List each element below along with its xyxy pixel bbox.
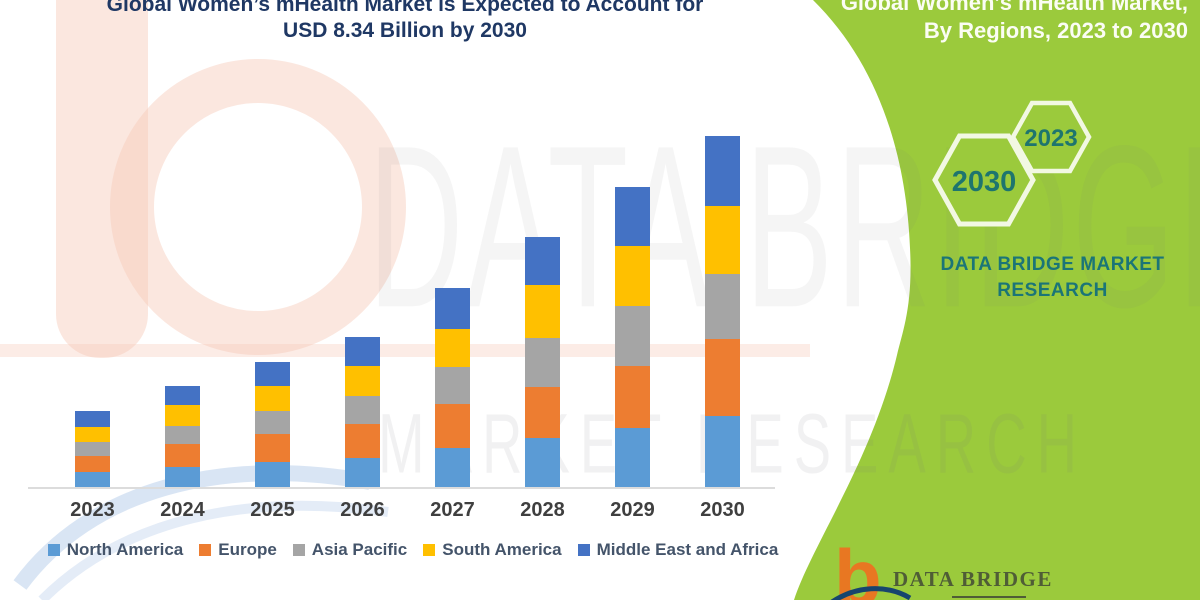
bar-segment-middle-east-and-africa-2025 <box>255 361 290 386</box>
hexagon-2030-label: 2030 <box>952 166 1017 198</box>
x-tick-2028: 2028 <box>520 499 565 521</box>
legend-item-europe: Europe <box>199 540 277 560</box>
legend-swatch-asia-pacific <box>292 544 305 556</box>
watermark-blue-arc-2 <box>38 500 389 600</box>
hexagon-2023 <box>1010 100 1092 174</box>
x-tick-2029: 2029 <box>610 499 655 521</box>
legend-item-north-america: North America <box>47 540 184 560</box>
footer-logo-swoosh-icon <box>830 586 912 600</box>
panel-title-line2: By Regions, 2023 to 2030 <box>923 18 1188 43</box>
bar-segment-europe-2029 <box>615 366 650 429</box>
legend-label-north-america: North America <box>66 540 184 559</box>
bar-segment-north-america-2025 <box>255 462 290 487</box>
bar-segment-south-america-2028 <box>525 285 560 339</box>
bar-segment-europe-2030 <box>705 338 740 416</box>
legend-label-europe: Europe <box>218 540 277 559</box>
bar-segment-europe-2026 <box>345 424 380 458</box>
bar-segment-south-america-2025 <box>255 385 290 411</box>
bar-segment-north-america-2030 <box>705 415 740 487</box>
footer-logo-subbrand: MARKET RESEARCH <box>894 597 1112 600</box>
bar-segment-south-america-2026 <box>345 366 380 397</box>
x-tick-2030: 2030 <box>700 499 745 521</box>
bar-segment-europe-2023 <box>75 455 110 472</box>
bar-segment-europe-2028 <box>525 387 560 439</box>
x-tick-2026: 2026 <box>340 499 385 521</box>
bar-segment-middle-east-and-africa-2023 <box>75 410 110 427</box>
panel-title: Global Women’s mHealth Market, By Region… <box>758 0 1188 45</box>
bar-segment-asia-pacific-2026 <box>345 396 380 425</box>
chart-legend: North America Europe Asia Pacific South Ame… <box>38 539 788 561</box>
footer-logo-brand: DATA BRIDGE <box>893 567 1053 591</box>
bar-segment-south-america-2024 <box>165 405 200 426</box>
bar-segment-asia-pacific-2027 <box>435 366 470 404</box>
brand-text-line1: DATA BRIDGE MARKET <box>940 254 1165 275</box>
panel-title-line1: Global Women’s mHealth Market, <box>840 0 1188 15</box>
watermark-b-bowl <box>110 59 406 355</box>
watermark-b-stem <box>56 0 148 358</box>
footer-logo-underline <box>952 596 1026 598</box>
bar-segment-middle-east-and-africa-2029 <box>615 186 650 246</box>
legend-item-south-america: South America <box>423 540 562 560</box>
bar-segment-asia-pacific-2029 <box>615 305 650 367</box>
legend-swatch-north-america <box>47 544 60 556</box>
x-tick-2027: 2027 <box>430 499 475 521</box>
brand-text: DATA BRIDGE MARKET RESEARCH <box>935 252 1170 304</box>
legend-item-asia-pacific: Asia Pacific <box>292 540 408 560</box>
legend-label-south-america: South America <box>442 540 562 559</box>
bar-segment-asia-pacific-2025 <box>255 410 290 434</box>
bar-segment-north-america-2024 <box>165 466 200 487</box>
bar-segment-asia-pacific-2030 <box>705 273 740 339</box>
legend-swatch-south-america <box>423 544 436 556</box>
legend-label-middle-east-and-africa: Middle East and Africa <box>596 540 779 559</box>
bar-segment-europe-2027 <box>435 403 470 448</box>
bar-segment-middle-east-and-africa-2030 <box>705 135 740 206</box>
watermark-red-band <box>0 344 810 357</box>
chart-title-line1: Global Women’s mHealth Market is Expecte… <box>106 0 704 16</box>
bar-segment-middle-east-and-africa-2026 <box>345 337 380 367</box>
bar-segment-south-america-2029 <box>615 245 650 306</box>
bar-segment-south-america-2023 <box>75 426 110 442</box>
bar-segment-north-america-2029 <box>615 428 650 487</box>
hexagon-2023-label: 2023 <box>1024 125 1077 152</box>
bar-segment-north-america-2026 <box>345 457 380 487</box>
x-tick-2023: 2023 <box>70 499 115 521</box>
bar-segment-europe-2024 <box>165 443 200 467</box>
x-axis-line <box>28 487 775 489</box>
bar-segment-asia-pacific-2024 <box>165 425 200 444</box>
bar-segment-asia-pacific-2028 <box>525 338 560 388</box>
bar-segment-asia-pacific-2023 <box>75 441 110 456</box>
bar-segment-middle-east-and-africa-2027 <box>435 287 470 329</box>
bar-segment-north-america-2023 <box>75 471 110 487</box>
legend-label-asia-pacific: Asia Pacific <box>311 540 408 559</box>
bar-segment-south-america-2030 <box>705 205 740 274</box>
bar-segment-middle-east-and-africa-2024 <box>165 386 200 406</box>
green-panel-shape <box>794 0 1200 600</box>
hexagon-2030 <box>932 133 1036 227</box>
brand-text-line2: RESEARCH <box>997 280 1108 301</box>
chart-title: Global Women’s mHealth Market is Expecte… <box>15 0 795 44</box>
bar-segment-middle-east-and-africa-2028 <box>525 237 560 286</box>
x-tick-2025: 2025 <box>250 499 295 521</box>
bar-segment-north-america-2028 <box>525 438 560 487</box>
legend-swatch-middle-east-and-africa <box>577 544 590 556</box>
bar-segment-europe-2025 <box>255 433 290 463</box>
legend-item-middle-east-and-africa: Middle East and Africa <box>577 540 779 560</box>
bar-segment-south-america-2027 <box>435 328 470 367</box>
chart-plot: 2023 2024 2025 2026 2027 2028 2029 2030 <box>28 135 775 521</box>
bar-segment-north-america-2027 <box>435 447 470 487</box>
chart-title-line2: USD 8.34 Billion by 2030 <box>283 19 527 42</box>
legend-swatch-europe <box>199 544 212 556</box>
x-tick-2024: 2024 <box>160 499 205 521</box>
